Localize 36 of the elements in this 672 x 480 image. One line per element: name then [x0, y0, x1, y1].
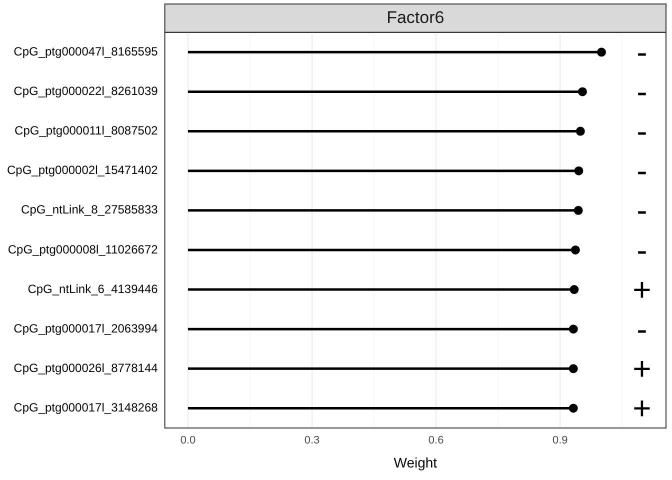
point [570, 285, 579, 294]
point [568, 404, 578, 413]
annotation: - [636, 192, 648, 228]
y-tick-label: CpG_ntLink_6_4139446 [28, 282, 158, 296]
point [576, 126, 585, 136]
y-tick-label: CpG_ptg000017l_3148268 [14, 400, 158, 415]
y-tick-label: CpG_ptg000026l_8778144 [14, 360, 158, 375]
y-tick-label: CpG_ptg000047l_8165595 [14, 44, 158, 58]
annotation: - [636, 74, 648, 110]
annotation: - [636, 232, 648, 268]
x-tick-label: 0.9 [552, 434, 568, 447]
annotation: - [636, 34, 648, 70]
x-tick-label: 0.0 [180, 434, 196, 447]
point [568, 364, 578, 374]
annotation: - [636, 310, 648, 347]
point [568, 324, 578, 334]
annotation: - [636, 152, 648, 189]
y-tick-label: CpG_ptg000011l_8087502 [14, 124, 158, 138]
chart-title: Factor6 [386, 8, 444, 27]
y-tick-label: CpG_ptg000022l_8261039 [14, 84, 158, 98]
y-tick-label: CpG_ptg000002l_15471402 [6, 163, 158, 178]
point [570, 245, 580, 254]
point [596, 48, 606, 57]
x-axis-title: Weight [394, 454, 438, 470]
annotation: - [636, 113, 648, 150]
point [574, 206, 583, 215]
y-tick-label: CpG_ptg000008l_11026672 [8, 242, 158, 256]
y-tick-label: CpG_ntLink_8_27585833 [21, 202, 158, 217]
annotation: + [632, 271, 652, 308]
x-tick-label: 0.3 [304, 434, 320, 447]
x-tick-label: 0.6 [428, 434, 444, 447]
y-tick-label: CpG_ptg000017l_2063994 [14, 321, 158, 336]
annotation: + [632, 350, 652, 386]
annotation: + [632, 390, 652, 426]
point [574, 166, 584, 176]
point [578, 87, 587, 96]
